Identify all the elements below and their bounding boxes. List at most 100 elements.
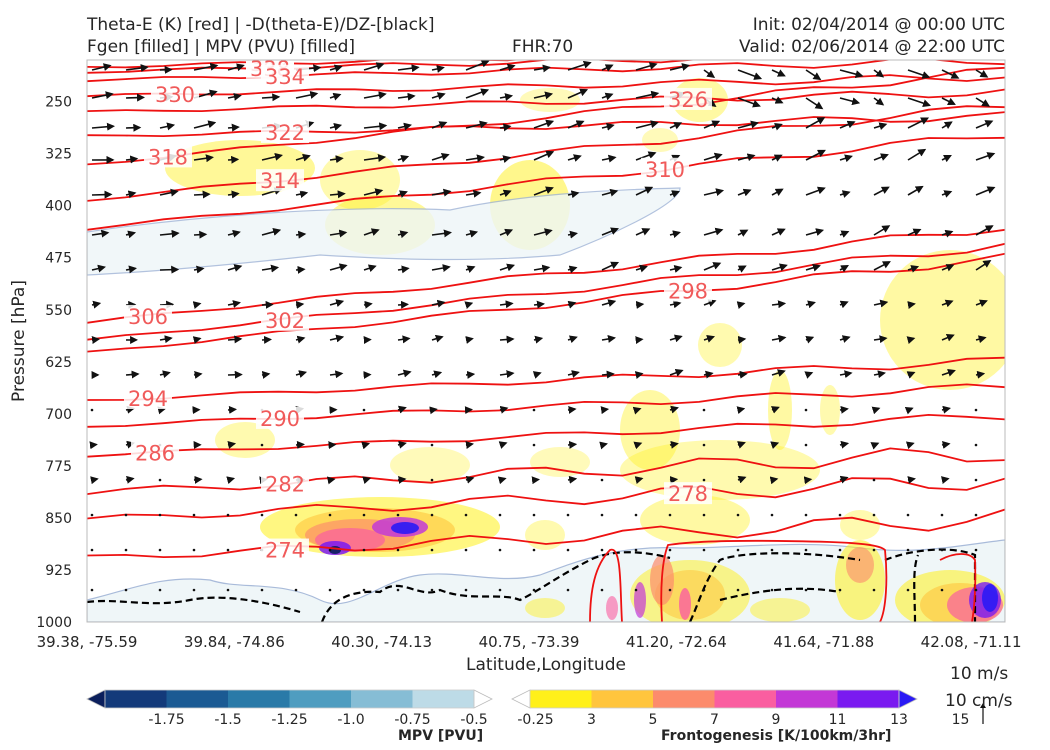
- wind-vector: [499, 155, 512, 164]
- wind-vector: [974, 548, 978, 552]
- wind-vector: [873, 69, 885, 78]
- theta-e-contour: [87, 136, 1005, 231]
- wind-vector: [227, 155, 240, 164]
- wind-vector: [771, 96, 784, 104]
- wind-vector: [192, 513, 196, 517]
- wind-vector: [295, 230, 307, 239]
- wind-vector: [635, 228, 651, 236]
- wind-vector: [498, 588, 502, 592]
- forecast-hour: FHR:70: [512, 37, 574, 57]
- theta-e-contour: [87, 413, 1005, 458]
- stability-contour: [884, 548, 977, 622]
- wind-vector: [125, 475, 135, 484]
- wind-vector: [702, 513, 706, 517]
- fgen-colorbar-segment: [591, 690, 654, 708]
- wind-vector: [226, 548, 230, 552]
- wind-vector: [567, 300, 577, 309]
- y-axis-label: Pressure [hPa]: [9, 280, 29, 402]
- wind-vector: [737, 153, 756, 162]
- wind-vector: [261, 335, 272, 344]
- wind-vector: [805, 300, 816, 309]
- y-axis: 250 325 400 475 550 625 700 775 850 925 1000: [36, 95, 72, 631]
- wind-vector: [601, 154, 617, 163]
- filled-region: [698, 323, 742, 367]
- wind-vector: [771, 300, 787, 309]
- stability-contours: [87, 548, 977, 622]
- wind-vector: [532, 443, 536, 447]
- wind-vector: [227, 92, 242, 101]
- plot-frame: [86, 59, 1006, 623]
- wind-vector: [668, 513, 672, 517]
- wind-vector: [91, 229, 110, 238]
- wind-vector: [329, 263, 348, 272]
- wind-vector: [805, 335, 815, 344]
- theta-e-label-bg: [261, 308, 309, 331]
- wind-vector: [873, 186, 890, 196]
- theta-e-label-bg: [131, 441, 179, 464]
- wind-vector: [702, 588, 706, 592]
- wind-vector: [838, 588, 842, 592]
- wind-vector: [669, 475, 679, 484]
- wind-vector: [397, 265, 410, 274]
- wind-vector: [635, 90, 660, 99]
- wind-vector: [125, 93, 145, 102]
- wind-vector: [363, 154, 387, 162]
- wind-vector: [295, 440, 305, 449]
- wind-vector: [839, 120, 856, 129]
- wind-vector: [974, 443, 978, 447]
- wind-vector: [839, 230, 850, 238]
- wind-vector: [804, 548, 808, 552]
- theta-e-label: 282: [265, 473, 305, 497]
- wind-vector: [941, 369, 956, 377]
- wind-vector: [601, 261, 620, 271]
- wind-vector: [838, 548, 842, 552]
- wind-vector: [465, 475, 475, 484]
- wind-vector: [567, 230, 578, 239]
- wind-vector: [192, 336, 202, 344]
- wind-vector: [363, 228, 380, 236]
- theta-e-contour: [87, 383, 1005, 428]
- wind-vector: [669, 230, 681, 239]
- wind-vector: [669, 265, 683, 273]
- theta-e-label-bg: [256, 406, 304, 429]
- wind-vector: [430, 513, 434, 517]
- wind-vector: [498, 441, 508, 449]
- x-tick-label: 41.20, -72.64: [626, 633, 727, 651]
- wind-vector: [499, 189, 512, 198]
- mpv-colorbar-tick: -1.0: [337, 712, 364, 728]
- wind-vector: [702, 408, 706, 412]
- wind-vector: [770, 406, 780, 414]
- wind-vector: [703, 120, 721, 129]
- wind-vector: [227, 335, 243, 344]
- wind-vector: [975, 97, 991, 107]
- wind-vector: [805, 263, 821, 272]
- wind-vector: [532, 408, 536, 412]
- wind-vector: [771, 154, 783, 162]
- theta-e-contour: [589, 549, 623, 622]
- x-tick-label: 40.75, -73.39: [479, 633, 580, 651]
- wind-vector: [90, 548, 94, 552]
- wind-vector: [872, 588, 876, 592]
- wind-vector: [703, 335, 716, 343]
- wind-vector: [941, 476, 950, 484]
- wind-vector: [941, 97, 956, 105]
- wind-vector: [261, 93, 281, 102]
- wind-vector: [429, 406, 438, 415]
- wind-vector: [839, 97, 861, 106]
- wind-vector: [159, 335, 173, 344]
- wind-vector: [397, 122, 412, 131]
- stability-contour: [320, 551, 671, 622]
- wind-vector: [567, 335, 578, 344]
- wind-vector: [770, 548, 774, 552]
- wind-vector: [941, 190, 953, 198]
- wind-vector: [533, 335, 544, 344]
- theta-e-label: 298: [668, 280, 708, 304]
- filled-region: [606, 596, 618, 620]
- wind-vector: [431, 370, 443, 379]
- wind-vector: [635, 300, 645, 309]
- wind-vector: [396, 588, 400, 592]
- wind-vector: [805, 117, 826, 129]
- wind-vector: [873, 261, 891, 271]
- wind-vector: [975, 335, 987, 344]
